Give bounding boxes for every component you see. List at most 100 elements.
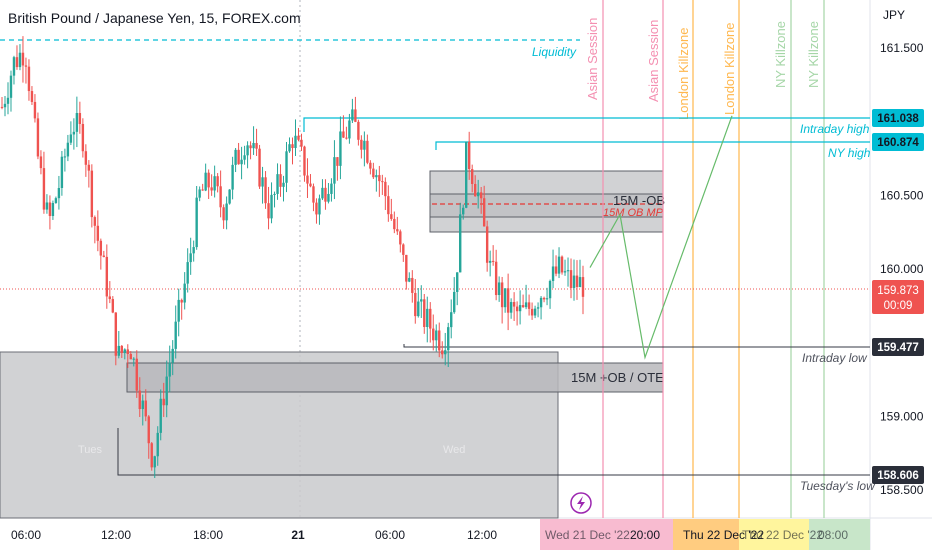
ny-high-line[interactable]: [435, 141, 870, 150]
candle-body: [39, 156, 43, 169]
candle-body: [81, 123, 85, 152]
candle-body: [375, 175, 378, 178]
candle-body: [551, 266, 555, 281]
candle-body: [396, 229, 399, 232]
candle-body: [384, 181, 387, 197]
candle-body: [476, 192, 480, 197]
candle-body: [530, 308, 534, 316]
candle-body: [459, 214, 462, 273]
candle-body: [569, 270, 573, 288]
candle-body: [117, 345, 120, 356]
candle-body: [482, 198, 486, 227]
candle-body: [201, 189, 204, 191]
candle-body: [165, 376, 168, 406]
candle-body: [90, 170, 94, 218]
session-date-4: Thu 22 Dec '22: [742, 528, 823, 542]
candle-body: [60, 156, 64, 189]
candle-body: [0, 106, 4, 108]
candle-body: [426, 308, 429, 328]
candle-body: [378, 175, 381, 182]
candle-body: [545, 298, 549, 300]
candle-body: [231, 164, 234, 190]
candle-body: [506, 288, 510, 313]
candle-body: [24, 65, 28, 67]
x-tick-label: 12:00: [467, 528, 497, 542]
intraday-high-line[interactable]: [303, 117, 870, 132]
y-tick-label: 160.000: [880, 262, 924, 276]
candle-body: [180, 299, 183, 303]
candle-body: [99, 240, 103, 256]
candle-body: [174, 321, 177, 349]
candle-body: [36, 118, 40, 157]
candle-body: [222, 207, 225, 221]
candle-body: [129, 353, 132, 360]
candle-body: [333, 157, 336, 184]
candle-body: [141, 400, 144, 410]
candlestick-series: [0, 36, 585, 478]
intraday-low-label: Intraday low: [802, 351, 868, 365]
ob-midpoint-label: 15M OB MP: [603, 207, 664, 219]
liquidity-label: Liquidity: [532, 45, 577, 59]
lightning-icon[interactable]: [570, 492, 592, 514]
candle-body: [45, 202, 49, 210]
candle-body: [279, 174, 282, 187]
wed-watermark: Wed: [443, 444, 465, 456]
candle-body: [258, 148, 261, 187]
candle-body: [485, 226, 489, 263]
last-price-badge: 159.873 00:09: [872, 280, 924, 314]
x-tick-label: 12:00: [101, 528, 131, 542]
candle-body: [243, 155, 246, 160]
intraday-high-badge-text: 161.038: [877, 113, 919, 125]
x-tick-label: 06:00: [11, 528, 41, 542]
candle-body: [42, 168, 46, 210]
candle-body: [297, 135, 300, 140]
candle-body: [144, 400, 147, 417]
candle-body: [3, 103, 7, 108]
candle-body: [288, 144, 291, 152]
candle-body: [491, 260, 495, 262]
x-tick-label: 06:00: [375, 528, 405, 542]
candle-body: [512, 302, 516, 307]
candle-body: [12, 57, 16, 76]
tuesdays-low-badge-text: 158.606: [877, 470, 919, 482]
projection-path[interactable]: [589, 115, 733, 360]
candle-body: [102, 255, 106, 257]
candle-body: [345, 137, 348, 139]
ob-lower-label: 15M +OB / OTE: [571, 370, 664, 385]
candle-body: [336, 157, 339, 166]
tuesdays-low-badge: 158.606: [872, 466, 924, 484]
candle-body: [575, 275, 579, 288]
candle-body: [372, 168, 375, 178]
session-label-london-2: London Killzone: [722, 22, 737, 115]
candle-body: [135, 358, 138, 391]
candle-body: [441, 350, 444, 355]
candle-body: [153, 456, 156, 468]
candle-body: [159, 398, 162, 433]
session-label-london-1: London Killzone: [676, 27, 691, 120]
tuesdays-low-label: Tuesday's low: [800, 479, 876, 493]
ny-high-label: NY high: [828, 146, 871, 160]
candle-body: [417, 301, 420, 317]
candle-body: [324, 187, 327, 202]
candle-body: [387, 196, 390, 215]
candle-body: [467, 141, 471, 170]
candle-body: [438, 330, 441, 351]
candle-body: [509, 302, 513, 313]
intraday-low-badge-text: 159.477: [877, 342, 919, 354]
candle-body: [249, 145, 252, 149]
tuesdays-low-line[interactable]: [117, 428, 870, 476]
session-date-3: Thu 22 Dec '22: [683, 528, 764, 542]
candle-body: [240, 159, 243, 165]
candle-body: [21, 52, 25, 66]
candle-body: [578, 277, 582, 288]
candle-body: [294, 135, 297, 149]
x-tick-label: 21: [291, 528, 305, 542]
intraday-low-line[interactable]: [403, 344, 870, 348]
session-label-asian-1: Asian Session: [585, 18, 600, 100]
y-tick-label: 158.500: [880, 483, 924, 497]
candle-body: [186, 262, 189, 284]
candle-body: [150, 443, 153, 468]
candle-body: [494, 261, 498, 296]
